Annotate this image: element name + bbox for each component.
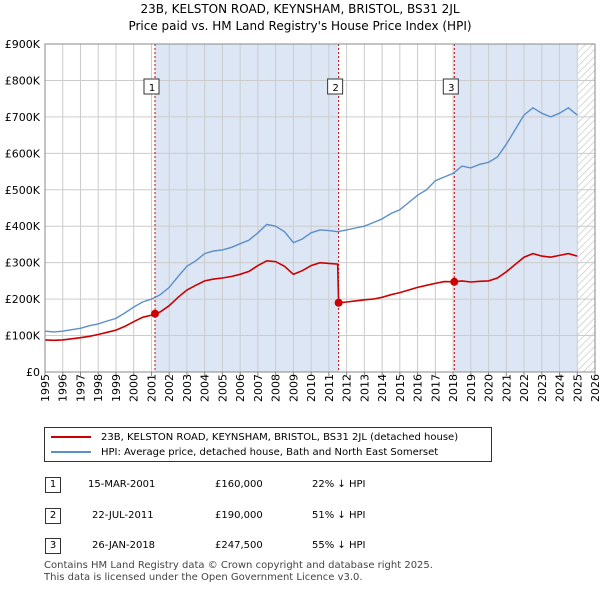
sale-point — [334, 298, 343, 307]
sale-marker-box — [442, 78, 459, 95]
y-tick-label: £700K — [5, 111, 41, 124]
chart-subtitle: Price paid vs. HM Land Registry's House … — [128, 19, 472, 33]
x-tick-label: 2023 — [536, 374, 549, 402]
footer-licence: This data is licensed under the Open Gov… — [44, 572, 363, 583]
transaction-price: £160,000 — [215, 478, 263, 490]
sale-marker-box — [327, 78, 344, 95]
legend: 23B, KELSTON ROAD, KEYNSHAM, BRISTOL, BS… — [44, 427, 492, 462]
transaction-marker: 1 — [45, 477, 61, 493]
projection-hatch — [577, 44, 595, 372]
plot-frame — [44, 43, 596, 373]
y-tick-label: £800K — [5, 74, 41, 87]
x-tick-label: 2012 — [341, 374, 354, 402]
y-tick-label: £100K — [5, 330, 41, 343]
x-tick-label: 2018 — [447, 374, 460, 402]
legend-label-hpi: HPI: Average price, detached house, Bath… — [101, 446, 439, 458]
x-tick-label: 2002 — [163, 374, 176, 402]
x-tick-label: 2005 — [216, 374, 229, 402]
x-tick-label: 2006 — [234, 374, 247, 402]
x-tick-label: 2019 — [465, 374, 478, 402]
y-tick-label: £300K — [5, 257, 41, 270]
transaction-date: 22-JUL-2011 — [92, 509, 154, 521]
y-tick-label: £200K — [5, 293, 41, 306]
x-tick-label: 2026 — [589, 374, 600, 402]
legend-label-property: 23B, KELSTON ROAD, KEYNSHAM, BRISTOL, BS… — [101, 431, 459, 443]
x-tick-label: 2021 — [500, 374, 513, 402]
transaction-hpi-diff: 51% ↓ HPI — [312, 509, 366, 521]
transaction-date: 26-JAN-2018 — [92, 539, 156, 551]
sale-marker-label: 1 — [149, 83, 155, 94]
x-tick-label: 2020 — [483, 374, 496, 402]
x-tick-label: 2007 — [252, 374, 265, 402]
transaction-hpi-diff: 22% ↓ HPI — [312, 478, 366, 490]
legend-item-property: 23B, KELSTON ROAD, KEYNSHAM, BRISTOL, BS… — [51, 430, 458, 444]
transaction-marker: 2 — [45, 508, 61, 524]
x-tick-label: 2004 — [199, 374, 212, 402]
x-tick-label: 1998 — [92, 374, 105, 402]
x-tick-label: 1995 — [39, 374, 52, 402]
sale-marker-label: 3 — [448, 83, 454, 94]
x-tick-label: 2013 — [358, 374, 371, 402]
x-tick-label: 2001 — [145, 374, 158, 402]
sale-marker-label: 2 — [332, 83, 338, 94]
legend-swatch-property — [51, 436, 91, 438]
x-tick-label: 2022 — [518, 374, 531, 402]
legend-swatch-hpi — [51, 451, 91, 453]
x-tick-label: 2015 — [394, 374, 407, 402]
x-tick-label: 2003 — [181, 374, 194, 402]
price-chart: 1 2 3 £0 £100K £200K £300K £400K £500K £600K £700K… — [5, 38, 600, 402]
sale-marker-box — [143, 78, 160, 95]
legend-item-hpi: HPI: Average price, detached house, Bath… — [51, 445, 438, 459]
x-tick-label: 2014 — [376, 374, 389, 402]
x-tick-label: 2025 — [571, 374, 584, 402]
transaction-price: £247,500 — [215, 539, 263, 551]
series-line-hpi — [44, 106, 578, 333]
x-tick-label: 2009 — [287, 374, 300, 402]
footer: Contains HM Land Registry data © Crown c… — [44, 560, 433, 584]
x-tick-label: 2010 — [305, 374, 318, 402]
transaction-price: £190,000 — [215, 509, 263, 521]
y-tick-label: £0 — [26, 366, 40, 379]
transaction-hpi-diff: 55% ↓ HPI — [312, 539, 366, 551]
x-tick-label: 1996 — [57, 374, 70, 402]
x-tick-label: 2016 — [412, 374, 425, 402]
y-tick-label: £600K — [5, 147, 41, 160]
x-tick-label: 2017 — [429, 374, 442, 402]
chart-title: 23B, KELSTON ROAD, KEYNSHAM, BRISTOL, BS… — [140, 2, 460, 16]
y-tick-label: £400K — [5, 220, 41, 233]
sale-point — [151, 309, 159, 318]
y-tick-label: £900K — [5, 38, 41, 51]
x-tick-label: 2024 — [554, 374, 567, 402]
x-tick-label: 1999 — [110, 374, 123, 402]
transaction-date: 15-MAR-2001 — [88, 478, 156, 490]
sale-point — [450, 277, 459, 286]
footer-copyright: Contains HM Land Registry data © Crown c… — [44, 560, 433, 571]
x-tick-label: 1997 — [74, 374, 87, 402]
transaction-marker: 3 — [45, 538, 61, 554]
ownership-period-band — [454, 44, 578, 372]
y-tick-label: £500K — [5, 184, 41, 197]
series-line-property — [44, 252, 578, 342]
x-tick-label: 2011 — [323, 374, 336, 402]
x-tick-label: 2000 — [128, 374, 141, 402]
x-tick-label: 2008 — [270, 374, 283, 402]
ownership-period-band — [155, 44, 339, 372]
